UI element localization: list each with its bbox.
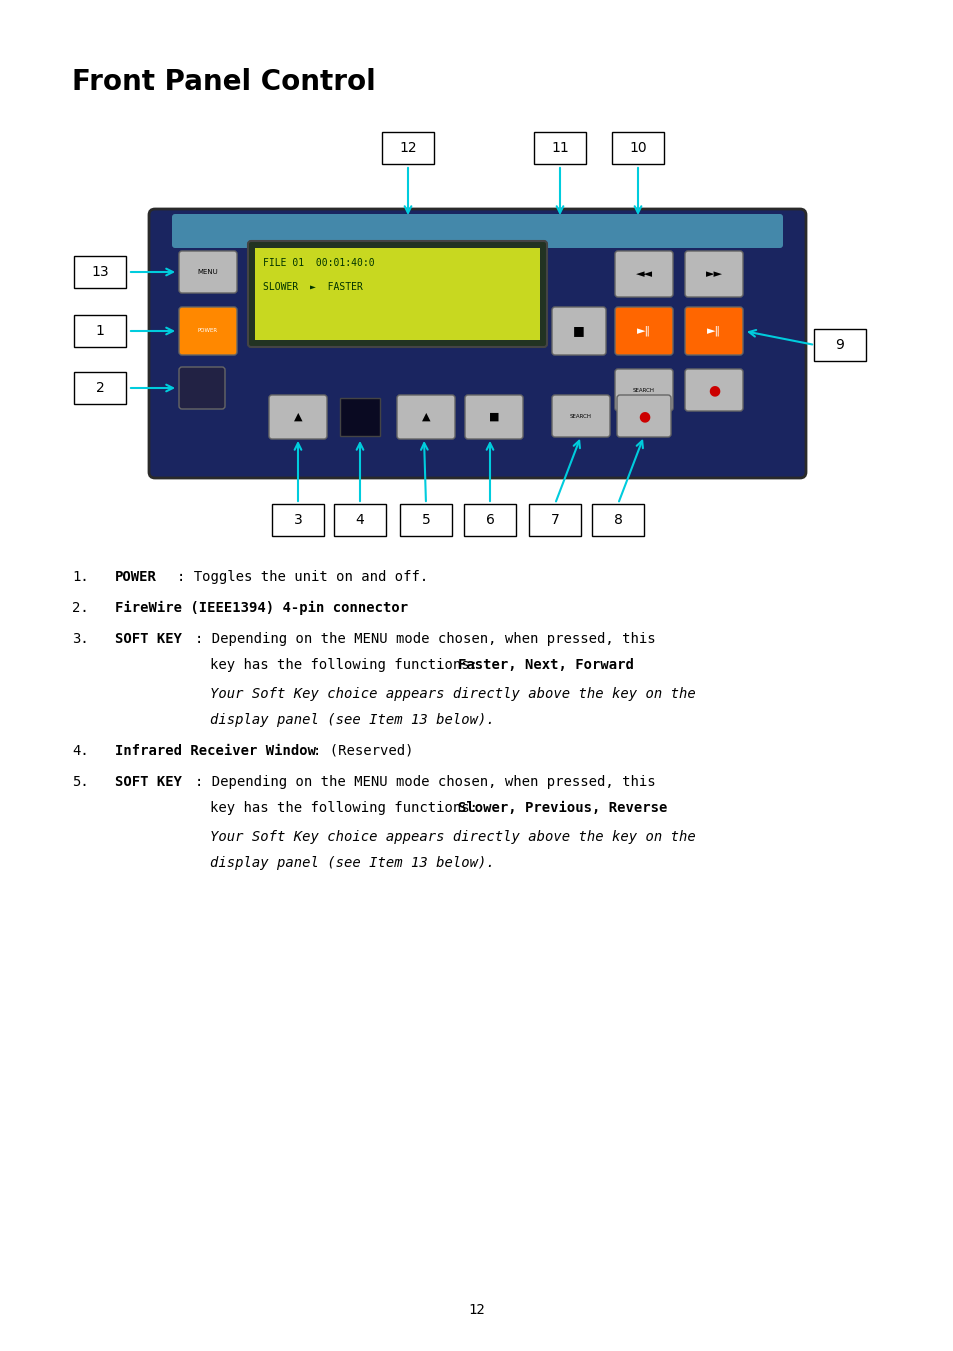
Text: ■: ■ <box>488 412 498 422</box>
Text: Slower, Previous, Reverse: Slower, Previous, Reverse <box>457 801 667 815</box>
FancyBboxPatch shape <box>615 369 672 411</box>
Text: POWER: POWER <box>115 570 156 584</box>
Bar <box>74 255 126 288</box>
Text: ●: ● <box>638 409 649 423</box>
Bar <box>813 330 865 361</box>
Text: : Toggles the unit on and off.: : Toggles the unit on and off. <box>177 570 428 584</box>
Bar <box>529 504 580 536</box>
Text: Your Soft Key choice appears directly above the key on the: Your Soft Key choice appears directly ab… <box>210 686 695 701</box>
Text: Front Panel Control: Front Panel Control <box>71 68 375 96</box>
Text: 9: 9 <box>835 338 843 353</box>
Text: ►‖: ►‖ <box>706 326 720 336</box>
Text: 12: 12 <box>398 141 416 155</box>
Text: key has the following functions:: key has the following functions: <box>210 801 486 815</box>
Text: Your Soft Key choice appears directly above the key on the: Your Soft Key choice appears directly ab… <box>210 830 695 843</box>
Text: 5.: 5. <box>71 774 89 789</box>
Text: SOFT KEY: SOFT KEY <box>115 632 182 646</box>
Text: 2: 2 <box>95 381 104 394</box>
Text: 7: 7 <box>550 513 558 527</box>
Text: Faster, Next, Forward: Faster, Next, Forward <box>457 658 633 671</box>
Text: ◄◄: ◄◄ <box>635 269 652 280</box>
Bar <box>463 504 516 536</box>
Text: ►►: ►► <box>705 269 721 280</box>
Text: 1: 1 <box>95 324 104 338</box>
FancyBboxPatch shape <box>684 369 742 411</box>
Text: key has the following functions:: key has the following functions: <box>210 658 486 671</box>
Text: 6: 6 <box>485 513 494 527</box>
FancyBboxPatch shape <box>617 394 670 436</box>
Text: : Depending on the MENU mode chosen, when pressed, this: : Depending on the MENU mode chosen, whe… <box>194 632 655 646</box>
Text: ●: ● <box>707 382 720 397</box>
FancyBboxPatch shape <box>684 307 742 355</box>
Text: SEARCH: SEARCH <box>633 388 655 393</box>
Bar <box>272 504 324 536</box>
Text: Infrared Receiver Window: Infrared Receiver Window <box>115 744 315 758</box>
Text: 8: 8 <box>613 513 621 527</box>
Text: display panel (see Item 13 below).: display panel (see Item 13 below). <box>210 857 495 870</box>
Text: 10: 10 <box>629 141 646 155</box>
FancyBboxPatch shape <box>179 307 236 355</box>
Text: SOFT KEY: SOFT KEY <box>115 774 182 789</box>
Bar <box>612 132 663 163</box>
FancyBboxPatch shape <box>149 209 805 478</box>
Bar <box>254 249 539 340</box>
FancyBboxPatch shape <box>248 240 546 347</box>
Text: 13: 13 <box>91 265 109 280</box>
Text: SEARCH: SEARCH <box>569 413 592 419</box>
Text: 3.: 3. <box>71 632 89 646</box>
FancyBboxPatch shape <box>684 251 742 297</box>
Text: FILE 01  00:01:40:0: FILE 01 00:01:40:0 <box>263 258 375 267</box>
Text: ▲: ▲ <box>421 412 430 422</box>
Text: display panel (see Item 13 below).: display panel (see Item 13 below). <box>210 713 495 727</box>
Bar <box>339 399 379 436</box>
Text: 12: 12 <box>468 1302 485 1317</box>
Text: FireWire (IEEE1394) 4-pin connector: FireWire (IEEE1394) 4-pin connector <box>115 601 408 615</box>
Text: : Depending on the MENU mode chosen, when pressed, this: : Depending on the MENU mode chosen, whe… <box>194 774 655 789</box>
Text: .: . <box>623 658 632 671</box>
FancyBboxPatch shape <box>172 213 782 249</box>
Bar <box>381 132 434 163</box>
FancyBboxPatch shape <box>464 394 522 439</box>
Text: ►‖: ►‖ <box>637 326 650 336</box>
Bar <box>74 315 126 347</box>
Bar <box>399 504 452 536</box>
Bar <box>534 132 585 163</box>
Text: 3: 3 <box>294 513 302 527</box>
Text: 5: 5 <box>421 513 430 527</box>
Text: ■: ■ <box>573 324 584 338</box>
Text: 2.: 2. <box>71 601 89 615</box>
Text: POWER: POWER <box>197 328 218 334</box>
Text: 4: 4 <box>355 513 364 527</box>
Text: 11: 11 <box>551 141 568 155</box>
FancyBboxPatch shape <box>552 307 605 355</box>
Text: SLOWER  ►  FASTER: SLOWER ► FASTER <box>263 282 362 292</box>
Text: ▲: ▲ <box>294 412 302 422</box>
Text: : (Reserved): : (Reserved) <box>313 744 413 758</box>
FancyBboxPatch shape <box>615 251 672 297</box>
FancyBboxPatch shape <box>269 394 327 439</box>
Bar <box>334 504 386 536</box>
FancyBboxPatch shape <box>552 394 609 436</box>
Text: 1.: 1. <box>71 570 89 584</box>
FancyBboxPatch shape <box>396 394 455 439</box>
FancyBboxPatch shape <box>179 367 225 409</box>
Bar <box>74 372 126 404</box>
Text: MENU: MENU <box>197 269 218 276</box>
Text: 4.: 4. <box>71 744 89 758</box>
Bar <box>592 504 643 536</box>
FancyBboxPatch shape <box>179 251 236 293</box>
FancyBboxPatch shape <box>615 307 672 355</box>
